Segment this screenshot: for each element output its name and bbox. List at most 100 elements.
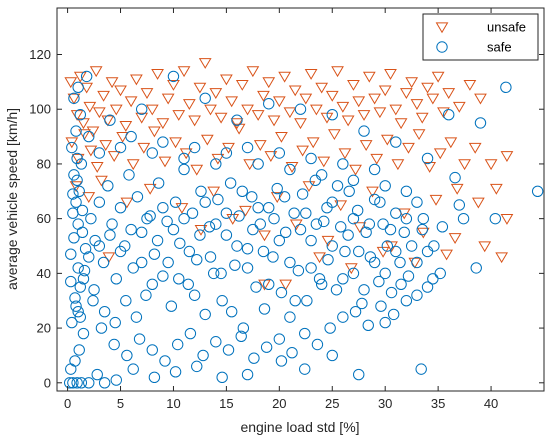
data-point-safe — [106, 218, 118, 230]
data-point-unsafe — [137, 142, 151, 154]
data-point-safe — [416, 223, 428, 236]
data-point-safe — [70, 125, 82, 137]
data-point-safe — [443, 108, 455, 121]
data-point-safe — [69, 355, 81, 367]
x-tick-label: 40 — [484, 396, 498, 411]
data-point-safe — [400, 295, 413, 307]
data-point-safe — [324, 322, 336, 334]
data-point-unsafe — [349, 164, 362, 176]
data-point-safe — [263, 278, 275, 291]
data-point-unsafe — [426, 93, 440, 105]
data-point-safe — [67, 377, 79, 389]
data-point-safe — [326, 349, 338, 362]
data-point-unsafe — [92, 107, 106, 119]
x-tick-label: 35 — [431, 396, 445, 411]
data-point-safe — [373, 275, 385, 288]
data-point-safe — [434, 267, 446, 280]
data-point-unsafe — [357, 110, 371, 121]
data-point-safe — [68, 232, 80, 244]
data-point-safe — [415, 363, 427, 375]
data-point-safe — [381, 240, 394, 252]
data-point-safe — [421, 152, 434, 165]
data-point-safe — [489, 212, 501, 225]
data-point-unsafe — [161, 93, 175, 105]
data-point-unsafe — [376, 246, 390, 258]
data-point-unsafe — [109, 104, 123, 116]
data-point-unsafe — [389, 104, 403, 116]
plot-frame — [56, 7, 545, 392]
data-point-safe — [289, 295, 301, 307]
data-point-safe — [411, 196, 423, 208]
data-point-unsafe — [368, 93, 381, 105]
data-point-safe — [305, 262, 317, 274]
data-point-safe — [186, 207, 199, 219]
data-point-safe — [385, 286, 398, 299]
x-tick-label: 25 — [325, 396, 339, 411]
data-point-unsafe — [448, 233, 462, 245]
data-point-safe — [74, 311, 86, 323]
data-point-safe — [191, 253, 203, 266]
data-point-safe — [279, 226, 292, 239]
data-point-safe — [67, 207, 79, 219]
y-tick-label: 60 — [37, 211, 51, 226]
data-point-unsafe — [296, 145, 309, 157]
data-point-safe — [169, 196, 182, 208]
data-point-unsafe — [440, 249, 453, 261]
data-point-unsafe — [230, 118, 244, 130]
data-point-unsafe — [304, 69, 318, 80]
data-point-unsafe — [272, 96, 286, 108]
data-point-unsafe — [119, 121, 133, 132]
data-point-safe — [286, 347, 298, 359]
data-point-safe — [197, 349, 209, 362]
data-point-safe — [73, 185, 85, 197]
data-point-unsafe — [384, 69, 397, 80]
data-point-safe — [109, 316, 121, 329]
data-point-unsafe — [114, 85, 127, 97]
data-point-safe — [225, 305, 238, 318]
data-point-unsafe — [302, 181, 316, 193]
data-point-unsafe — [182, 99, 196, 110]
data-point-safe — [284, 256, 296, 269]
data-point-safe — [194, 229, 206, 241]
data-point-safe — [305, 152, 317, 165]
data-point-unsafe — [73, 71, 87, 83]
data-point-unsafe — [370, 153, 384, 165]
data-point-unsafe — [331, 66, 344, 78]
data-point-safe — [135, 226, 148, 239]
data-point-safe — [108, 338, 120, 351]
data-point-unsafe — [64, 77, 78, 89]
legend-marker-unsafe — [435, 22, 449, 34]
data-point-unsafe — [458, 159, 471, 171]
data-point-safe — [78, 264, 91, 277]
data-point-safe — [384, 223, 397, 236]
legend-label-unsafe: unsafe — [487, 20, 526, 35]
data-point-unsafe — [156, 118, 170, 130]
data-point-safe — [421, 281, 434, 293]
data-point-safe — [91, 368, 103, 381]
data-point-safe — [342, 229, 354, 241]
data-point-safe — [135, 103, 148, 115]
data-point-safe — [71, 174, 83, 187]
data-point-safe — [347, 174, 360, 187]
data-point-safe — [237, 322, 250, 334]
data-point-safe — [83, 377, 95, 389]
data-point-safe — [275, 355, 288, 367]
data-point-safe — [65, 248, 77, 260]
data-point-unsafe — [275, 131, 288, 143]
data-point-safe — [178, 163, 190, 176]
data-point-safe — [171, 338, 184, 351]
data-point-safe — [199, 92, 211, 104]
data-point-safe — [133, 333, 146, 345]
data-point-safe — [72, 305, 84, 318]
data-point-unsafe — [148, 126, 161, 138]
data-point-safe — [300, 207, 312, 219]
data-point-unsafe — [484, 159, 498, 171]
data-point-safe — [390, 136, 402, 148]
data-point-safe — [531, 185, 544, 197]
y-tick-label: 0 — [44, 375, 51, 390]
data-point-unsafe — [378, 85, 392, 97]
data-point-safe — [216, 371, 228, 384]
data-point-safe — [71, 152, 83, 165]
data-point-unsafe — [471, 197, 485, 209]
